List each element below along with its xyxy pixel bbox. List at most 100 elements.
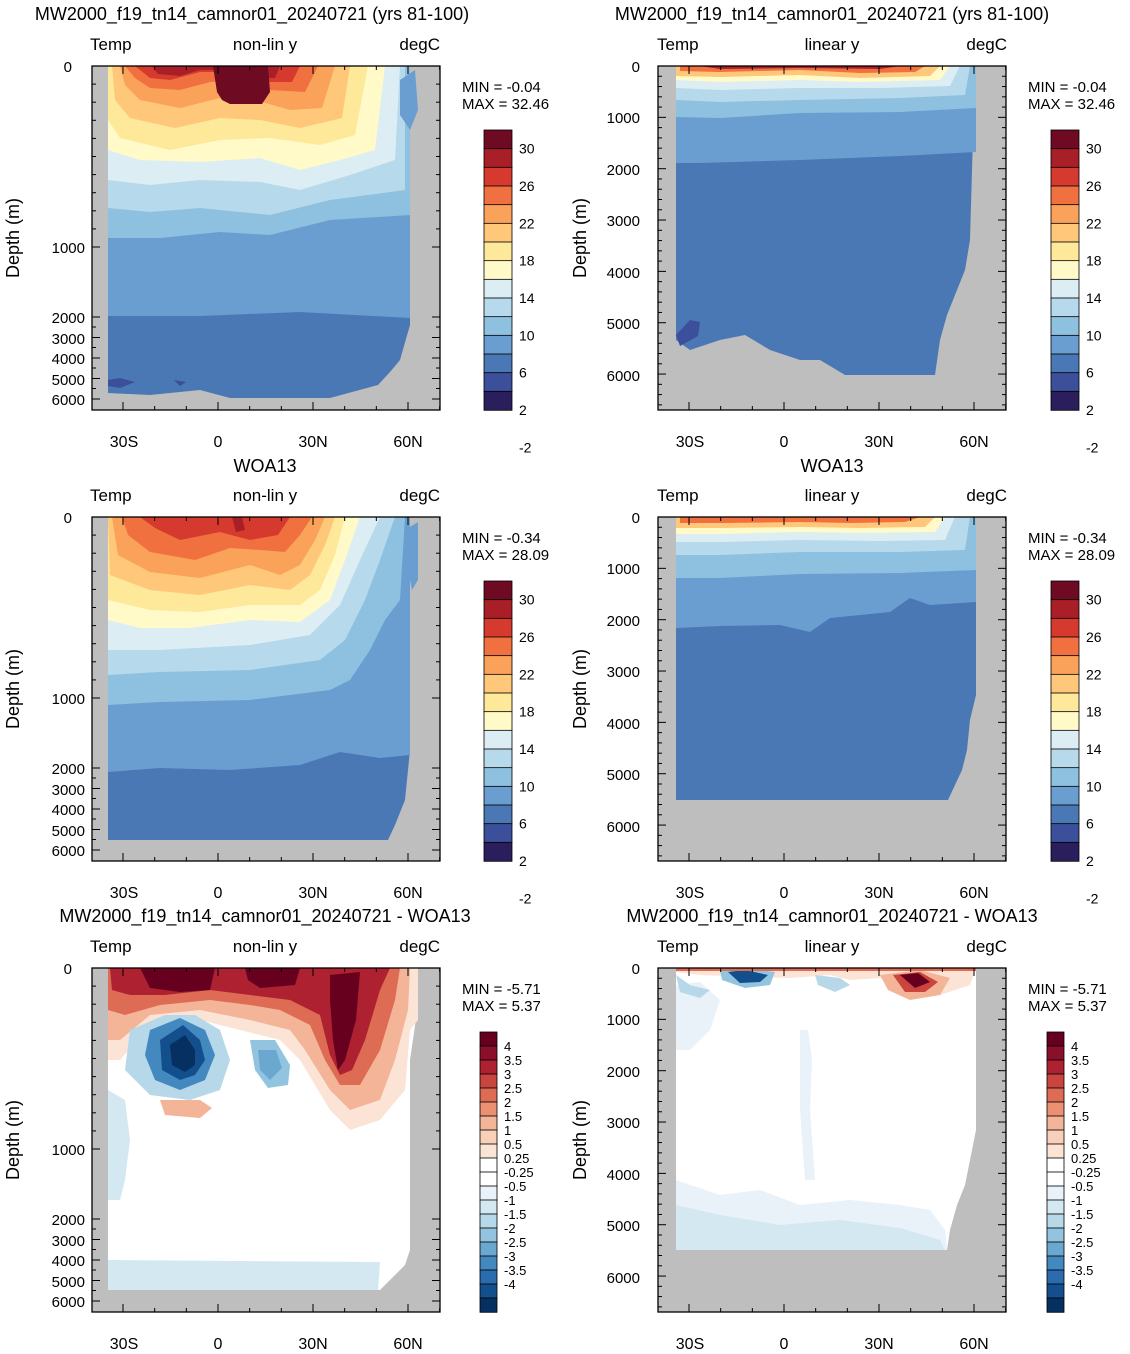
header-units: degC bbox=[966, 486, 1007, 505]
colorbar-label: 26 bbox=[519, 629, 535, 645]
y-tick-label: 6000 bbox=[52, 843, 85, 860]
colorbar-box bbox=[1050, 785, 1080, 806]
panel-title: WOA13 bbox=[800, 456, 863, 476]
colorbar-box bbox=[1050, 222, 1080, 243]
colorbar-box bbox=[483, 673, 513, 694]
y-tick-label: 6000 bbox=[52, 1294, 85, 1311]
colorbar-box bbox=[1050, 748, 1080, 769]
colorbar-label: 14 bbox=[519, 741, 535, 757]
y-axis: 0 1000 2000 3000 4000 5000 6000 Depth (m… bbox=[570, 59, 640, 385]
x-tick-label: 60N bbox=[393, 885, 422, 902]
colorbar-label: 3.5 bbox=[504, 1053, 522, 1068]
colorbar-label: -0.5 bbox=[1071, 1179, 1093, 1194]
colorbar-label: 14 bbox=[1086, 741, 1102, 757]
colorbar-box bbox=[479, 1129, 498, 1145]
colorbar-label: -4 bbox=[504, 1277, 516, 1292]
y-tick-label: 2000 bbox=[607, 162, 640, 179]
colorbar-box bbox=[1046, 1269, 1065, 1285]
y-tick-label: 3000 bbox=[52, 782, 85, 799]
colorbar-label: 18 bbox=[1086, 704, 1102, 720]
colorbar-label: -2 bbox=[1071, 1221, 1083, 1236]
y-tick-label: 2000 bbox=[607, 613, 640, 630]
y-tick-label: 2000 bbox=[52, 761, 85, 778]
colorbar-label: -3.5 bbox=[1071, 1263, 1093, 1278]
min-value: MIN = -5.71 bbox=[462, 981, 541, 998]
colorbar-label: 0.25 bbox=[504, 1151, 529, 1166]
panel-model-linear: MW2000_f19_tn14_camnor01_20240721 (yrs 8… bbox=[570, 4, 1115, 455]
plot-frame bbox=[657, 967, 1007, 1313]
header-variable: Temp bbox=[657, 35, 699, 54]
colorbar-label: -3.5 bbox=[504, 1263, 526, 1278]
y-axis-label: Depth (m) bbox=[3, 649, 23, 729]
panel-title: MW2000_f19_tn14_camnor01_20240721 (yrs 8… bbox=[35, 4, 469, 25]
x-tick-label: 30N bbox=[298, 1336, 327, 1353]
y-tick-label: 3000 bbox=[52, 1233, 85, 1250]
colorbar-label: 18 bbox=[519, 704, 535, 720]
colorbar-box bbox=[1050, 148, 1080, 169]
colorbar-box bbox=[1046, 1171, 1065, 1187]
colorbar-label: 10 bbox=[519, 327, 535, 343]
colorbar-label: -3 bbox=[504, 1249, 516, 1264]
colorbar-label: 2 bbox=[519, 853, 527, 869]
colorbar-box bbox=[479, 1171, 498, 1187]
x-tick-label: 30N bbox=[298, 434, 327, 451]
x-axis: 30S 0 30N 60N bbox=[676, 434, 989, 451]
max-value: MAX = 32.46 bbox=[462, 96, 549, 113]
header-variable: Temp bbox=[90, 486, 132, 505]
plot-frame bbox=[91, 516, 441, 862]
colorbar-box bbox=[483, 841, 513, 862]
y-tick-label: 6000 bbox=[52, 392, 85, 409]
colorbar-box bbox=[479, 1269, 498, 1285]
y-tick-label: 2000 bbox=[52, 310, 85, 327]
colorbar-label: 3.5 bbox=[1071, 1053, 1089, 1068]
header-units: degC bbox=[399, 35, 440, 54]
colorbar-box bbox=[479, 1157, 498, 1173]
colorbar-label: -2 bbox=[1086, 439, 1099, 455]
colorbar-label: 30 bbox=[519, 141, 535, 157]
colorbar-box bbox=[483, 166, 513, 187]
colorbar-label: -3 bbox=[1071, 1249, 1083, 1264]
colorbar-box bbox=[483, 372, 513, 393]
colorbar-label: 10 bbox=[519, 778, 535, 794]
x-tick-label: 0 bbox=[214, 1336, 223, 1353]
x-tick-label: 60N bbox=[393, 434, 422, 451]
header-axis-type: linear y bbox=[805, 937, 860, 956]
colorbar-box bbox=[483, 823, 513, 844]
y-tick-label: 1000 bbox=[607, 561, 640, 578]
min-value: MIN = -0.04 bbox=[1028, 79, 1107, 96]
temperature-field bbox=[676, 66, 976, 375]
colorbar-box bbox=[1050, 599, 1080, 620]
colorbar-box bbox=[483, 390, 513, 411]
y-tick-label: 4000 bbox=[607, 716, 640, 733]
colorbar-box bbox=[1050, 166, 1080, 187]
y-tick-label: 3000 bbox=[52, 331, 85, 348]
colorbar-box bbox=[483, 334, 513, 355]
colorbar-label: 4 bbox=[504, 1039, 511, 1054]
plot-frame bbox=[657, 516, 1007, 862]
colorbar-box bbox=[483, 353, 513, 374]
colorbar-box bbox=[483, 204, 513, 225]
colorbar-box bbox=[483, 580, 513, 601]
header-axis-type: non-lin y bbox=[233, 486, 298, 505]
colorbar-box bbox=[479, 1241, 498, 1257]
colorbar-label: 26 bbox=[519, 178, 535, 194]
x-axis: 30S 0 30N 60N bbox=[110, 1336, 423, 1353]
difference-colorbar: 43.532.521.510.50.25-0.25-0.5-1-1.5-2-2.… bbox=[479, 1031, 534, 1313]
y-tick-label: 4000 bbox=[52, 351, 85, 368]
colorbar-label: -2 bbox=[504, 1221, 516, 1236]
x-tick-label: 0 bbox=[214, 434, 223, 451]
header-variable: Temp bbox=[90, 35, 132, 54]
y-tick-label: 0 bbox=[64, 59, 72, 76]
x-tick-label: 0 bbox=[780, 885, 789, 902]
colorbar-box bbox=[479, 1073, 498, 1089]
panel-diff-linear: MW2000_f19_tn14_camnor01_20240721 - WOA1… bbox=[570, 906, 1107, 1353]
y-tick-label: 1000 bbox=[52, 1142, 85, 1159]
x-tick-label: 30S bbox=[676, 434, 704, 451]
colorbar-label: 2 bbox=[1086, 402, 1094, 418]
colorbar-box bbox=[1050, 673, 1080, 694]
x-tick-label: 30N bbox=[864, 1336, 893, 1353]
colorbar-box bbox=[479, 1255, 498, 1271]
colorbar-label: 2 bbox=[1086, 853, 1094, 869]
min-value: MIN = -0.04 bbox=[462, 79, 541, 96]
colorbar-label: 14 bbox=[1086, 290, 1102, 306]
